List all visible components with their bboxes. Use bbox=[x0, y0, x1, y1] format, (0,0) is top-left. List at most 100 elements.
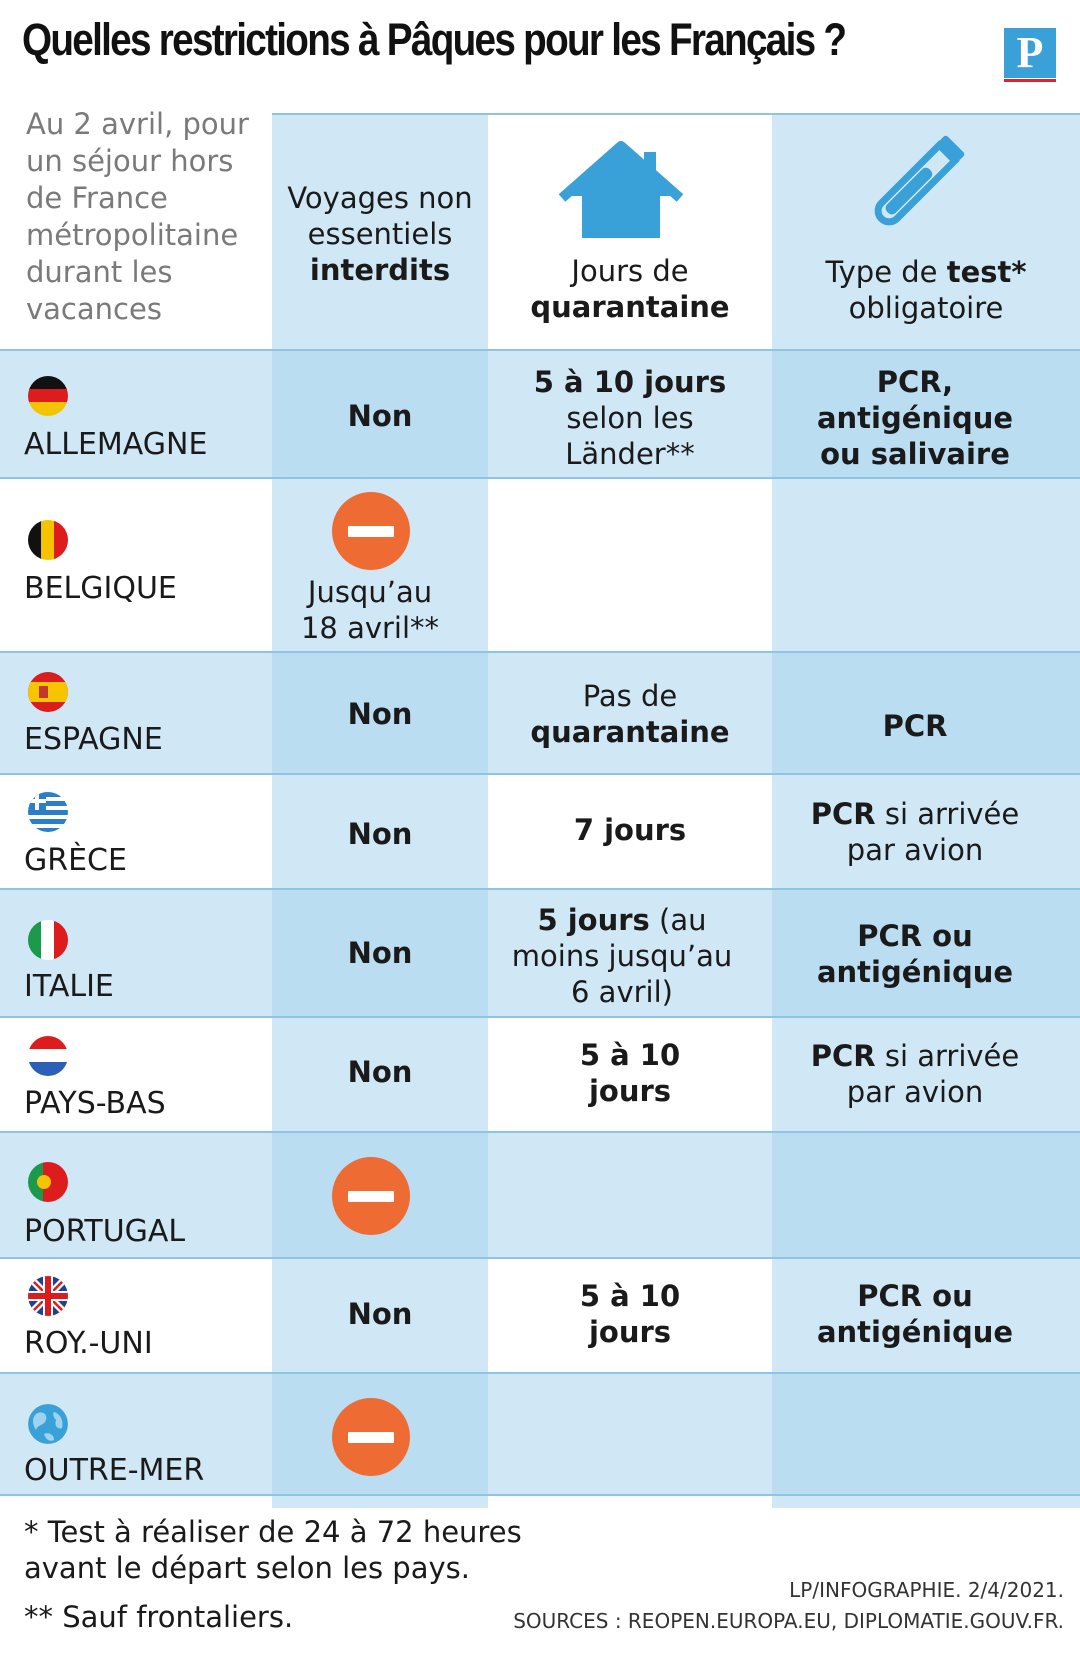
row-rule bbox=[0, 1257, 1080, 1259]
test-cell: PCR, antigénique ou salivaire bbox=[800, 364, 1030, 472]
header-travel-text: Voyages non essentiels bbox=[287, 181, 473, 251]
header-travel: Voyages non essentiels interdits bbox=[282, 180, 478, 288]
intro-text: Au 2 avril, pour un séjour hors de Franc… bbox=[26, 107, 249, 326]
country-name: ROY.-UNI bbox=[24, 1326, 153, 1361]
row-rule bbox=[0, 1372, 1080, 1374]
quarantine-value: 5 jours bbox=[537, 903, 650, 937]
test-value: PCR bbox=[882, 709, 948, 743]
test-cell: PCR si arrivée par avion bbox=[790, 1038, 1040, 1110]
header-test-text: Type de bbox=[825, 255, 947, 289]
test-value: PCR, antigénique ou salivaire bbox=[816, 365, 1014, 471]
row-rule bbox=[0, 773, 1080, 775]
publisher-logo: P bbox=[1004, 28, 1056, 82]
quarantine-cell: 5 jours (au moins jusqu’au 6 avril) bbox=[502, 902, 742, 1010]
uk-flag-icon bbox=[28, 1276, 68, 1316]
travel-value: Non bbox=[347, 1297, 413, 1331]
country-name: PORTUGAL bbox=[24, 1214, 186, 1249]
travel-value: Non bbox=[347, 399, 413, 433]
row-rule bbox=[0, 1016, 1080, 1018]
footnote-test: * Test à réaliser de 24 à 72 heures avan… bbox=[24, 1515, 522, 1585]
test-tube-icon bbox=[874, 135, 965, 226]
footnote-border: ** Sauf frontaliers. bbox=[24, 1600, 294, 1634]
header-quarantine-text: Jours de bbox=[571, 254, 689, 288]
travel-cell: Non bbox=[272, 398, 488, 434]
header-test: Type de test* obligatoire bbox=[790, 254, 1062, 326]
germany-flag-icon bbox=[28, 376, 68, 416]
travel-value: Non bbox=[347, 936, 413, 970]
travel-column-background bbox=[272, 113, 488, 1508]
country-name: OUTRE-MER bbox=[24, 1453, 205, 1488]
quarantine-value: 5 à 10 jours bbox=[579, 1279, 681, 1349]
row-rule bbox=[0, 1494, 1080, 1496]
quarantine-cell: 5 à 10 jours selon les Länder** bbox=[498, 364, 762, 472]
travel-value: Non bbox=[347, 697, 413, 731]
quarantine-cell: Pas de quarantaine bbox=[498, 678, 762, 750]
test-column-background bbox=[772, 113, 1080, 1508]
travel-cell: Non bbox=[272, 1296, 488, 1332]
row-band-allemagne bbox=[0, 350, 1080, 478]
travel-cell: Non bbox=[272, 1054, 488, 1090]
quarantine-value: quarantaine bbox=[530, 715, 730, 749]
test-value: PCR ou antigénique bbox=[816, 919, 1014, 989]
header-travel-bold: interdits bbox=[309, 253, 451, 287]
country-name: BELGIQUE bbox=[24, 571, 177, 606]
house-icon bbox=[558, 141, 684, 238]
row-rule bbox=[0, 888, 1080, 890]
belgium-flag-icon bbox=[28, 520, 68, 560]
country-name: ITALIE bbox=[24, 969, 114, 1004]
country-name: ALLEMAGNE bbox=[24, 427, 208, 462]
quarantine-cell: 7 jours bbox=[498, 812, 762, 848]
test-value: PCR bbox=[810, 797, 876, 831]
test-cell: PCR bbox=[800, 708, 1030, 744]
travel-value: Non bbox=[347, 1055, 413, 1089]
country-name: GRÈCE bbox=[24, 843, 127, 878]
row-rule bbox=[0, 1131, 1080, 1133]
test-detail: si arrivée par avion bbox=[846, 797, 1020, 867]
spain-flag-icon bbox=[28, 672, 68, 712]
page-title: Quelles restrictions à Pâques pour les F… bbox=[22, 14, 847, 65]
italy-flag-icon bbox=[28, 920, 68, 960]
header-top-rule bbox=[272, 113, 1080, 115]
header-quarantine: Jours de quarantaine bbox=[498, 253, 762, 325]
row-rule bbox=[0, 349, 1080, 351]
header-quarantine-bold: quarantaine bbox=[530, 290, 730, 324]
credit-line: LP/INFOGRAPHIE. 2/4/2021. bbox=[789, 1578, 1064, 1602]
country-name: ESPAGNE bbox=[24, 722, 163, 757]
row-band-portugal bbox=[0, 1132, 1080, 1258]
quarantine-value: 7 jours bbox=[573, 813, 687, 847]
test-value: PCR bbox=[810, 1039, 876, 1073]
no-entry-icon bbox=[332, 492, 410, 570]
no-entry-icon bbox=[332, 1398, 410, 1476]
row-band-italie bbox=[0, 889, 1080, 1017]
quarantine-detail: selon les Länder** bbox=[565, 401, 695, 471]
quarantine-cell: 5 à 10 jours bbox=[560, 1037, 700, 1109]
quarantine-cell: 5 à 10 jours bbox=[560, 1278, 700, 1350]
travel-cell: Non bbox=[272, 816, 488, 852]
test-detail: si arrivée par avion bbox=[846, 1039, 1020, 1109]
no-entry-icon bbox=[332, 1157, 410, 1235]
row-band-outre-mer bbox=[0, 1373, 1080, 1495]
test-cell: PCR si arrivée par avion bbox=[790, 796, 1040, 868]
greece-flag-icon bbox=[28, 792, 68, 832]
row-band-espagne bbox=[0, 652, 1080, 774]
netherlands-flag-icon bbox=[28, 1036, 68, 1076]
travel-cell: Non bbox=[272, 935, 488, 971]
quarantine-detail: Pas de bbox=[582, 679, 678, 713]
quarantine-detail: (au moins jusqu’au 6 avril) bbox=[511, 903, 733, 1009]
globe-icon bbox=[28, 1404, 68, 1444]
quarantine-value: 5 à 10 jours bbox=[533, 365, 727, 399]
quarantine-value: 5 à 10 jours bbox=[579, 1038, 681, 1108]
sources-line: SOURCES : REOPEN.EUROPA.EU, DIPLOMATIE.G… bbox=[513, 1609, 1064, 1633]
travel-cell: Non bbox=[272, 696, 488, 732]
travel-value: Non bbox=[347, 817, 413, 851]
row-rule bbox=[0, 651, 1080, 653]
travel-cell: Jusqu’au 18 avril** bbox=[300, 575, 440, 645]
header-test-bold: test* bbox=[946, 255, 1027, 289]
test-cell: PCR ou antigénique bbox=[800, 918, 1030, 990]
row-rule bbox=[0, 477, 1080, 479]
portugal-flag-icon bbox=[28, 1162, 68, 1202]
header-test-text-2: obligatoire bbox=[848, 291, 1004, 325]
test-value: PCR ou antigénique bbox=[816, 1279, 1014, 1349]
country-name: PAYS-BAS bbox=[24, 1086, 166, 1121]
test-cell: PCR ou antigénique bbox=[800, 1278, 1030, 1350]
